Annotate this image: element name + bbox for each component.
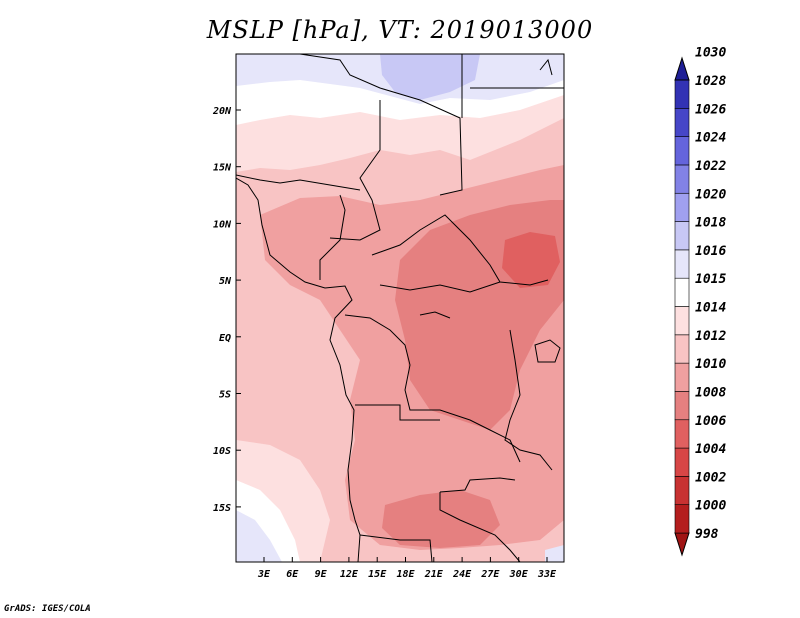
- lon-tick-label: 24E: [452, 569, 472, 580]
- field-1008-south: [382, 490, 500, 548]
- colorbar-segment: [674, 391, 690, 421]
- lon-tick-label: 27E: [480, 569, 500, 580]
- colorbar-label: 1028: [695, 74, 726, 89]
- lon-tick-label: 15E: [368, 569, 387, 580]
- border-8: [344, 314, 521, 463]
- colorbar-label: 1026: [695, 102, 726, 117]
- colorbar-segment: [674, 334, 690, 364]
- lon-tick-label: 33E: [537, 569, 557, 580]
- border-7: [379, 281, 501, 293]
- colorbar-label: 1012: [695, 329, 726, 344]
- border-11: [439, 492, 521, 562]
- boundaries: [236, 54, 564, 562]
- colorbar-segment: [674, 108, 690, 137]
- colorbar-label: 998: [695, 527, 719, 542]
- border-1: [299, 54, 463, 196]
- lat-tick-label: 10S: [213, 446, 231, 457]
- west-coastline: [236, 177, 361, 562]
- colorbar-label: 1008: [695, 385, 726, 400]
- colorbar-segment: [674, 447, 690, 477]
- field-1016-southwest: [236, 510, 282, 562]
- lat-tick-label: 5S: [219, 390, 231, 401]
- colorbar-segment: [674, 56, 690, 81]
- lon-tick-label: 30E: [509, 569, 529, 580]
- longitude-axis: 3E 6E 9E 12E 15E 18E 21E 24E 27E 30E 33E: [257, 557, 557, 580]
- colorbar-label: 1010: [695, 357, 726, 372]
- colorbar-label: 1018: [695, 216, 726, 231]
- colorbar-segment: [674, 249, 690, 279]
- colorbar-segment: [674, 221, 690, 251]
- colorbar-label: 1000: [695, 499, 726, 514]
- colorbar-segment: [674, 136, 690, 166]
- colorbar-label: 1004: [695, 442, 726, 457]
- lat-tick-label: 15N: [213, 163, 232, 174]
- colorbar-segment: [674, 277, 690, 307]
- colorbar-segment: [674, 532, 690, 557]
- colorbar-label: 1016: [695, 244, 726, 259]
- border-5: [236, 174, 361, 191]
- colorbar-segment: [674, 419, 690, 449]
- lat-tick-label: 10N: [213, 219, 232, 230]
- lon-tick-label: 12E: [340, 569, 359, 580]
- colorbar-segment: [674, 79, 690, 109]
- colorbar-label: 1002: [695, 470, 726, 485]
- map-title: MSLP [hPa], VT: 2019013000: [206, 16, 594, 44]
- colorbar-label: 1014: [695, 301, 726, 316]
- colorbar-label: 1020: [695, 187, 726, 202]
- field-1016-nw: [236, 54, 340, 78]
- border-14: [419, 311, 451, 319]
- plot-frame: [235, 53, 565, 563]
- latitude-axis: 20N 15N 10N 5N EQ 5S 10S 15S: [212, 106, 241, 514]
- field-1016-southeast: [545, 545, 564, 562]
- border-12: [359, 534, 433, 562]
- border-13: [319, 194, 346, 280]
- pressure-field: [236, 54, 564, 562]
- border-15: [539, 58, 553, 76]
- colorbar-segment: [674, 164, 690, 194]
- colorbar-segment: [674, 192, 690, 222]
- border-6: [371, 214, 549, 286]
- field-1018-north: [380, 54, 480, 100]
- lon-tick-label: 3E: [257, 569, 271, 580]
- lat-tick-label: 15S: [213, 503, 231, 514]
- colorbar: 998 1000 1002 1004 1006 1008 1010 1012 1014 1015 1…: [674, 46, 726, 557]
- lat-tick-label: EQ: [219, 333, 231, 344]
- lon-tick-label: 18E: [396, 569, 415, 580]
- colorbar-label: 1006: [695, 414, 726, 429]
- lon-tick-label: 9E: [315, 569, 328, 580]
- colorbar-label: 1015: [695, 272, 726, 287]
- lon-tick-label: 6E: [286, 569, 299, 580]
- border-10: [439, 477, 516, 493]
- colorbar-segment: [674, 362, 690, 392]
- field-1006-east: [502, 232, 560, 288]
- colorbar-segment: [674, 306, 690, 336]
- lat-tick-label: 5N: [219, 276, 232, 287]
- colorbar-label: 1022: [695, 159, 726, 174]
- border-9: [355, 404, 440, 421]
- grads-credit: GrADS: IGES/COLA: [4, 604, 91, 614]
- border-2: [329, 100, 381, 241]
- colorbar-segment: [674, 504, 690, 534]
- lon-tick-label: 21E: [424, 569, 444, 580]
- lat-tick-label: 20N: [212, 106, 232, 117]
- lake-victoria: [534, 339, 561, 363]
- east-coast-lakes: [504, 329, 553, 471]
- colorbar-label: 1024: [695, 131, 726, 146]
- colorbar-label: 1030: [695, 46, 726, 61]
- colorbar-segment: [674, 476, 690, 505]
